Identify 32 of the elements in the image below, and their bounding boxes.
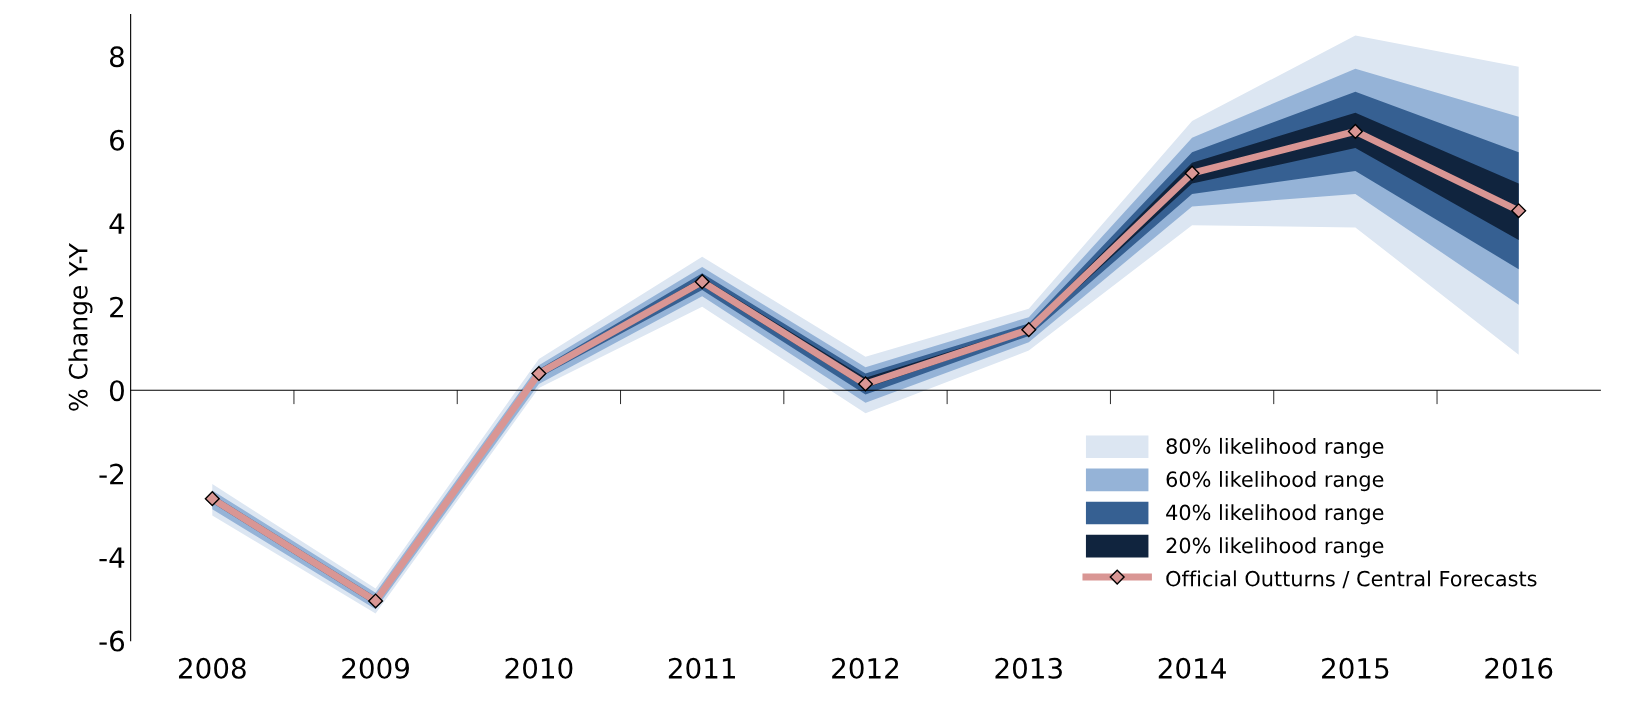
legend-label: 80% likelihood range (1166, 437, 1384, 459)
y-axis-title: % Change Y-Y (68, 243, 93, 411)
x-tick-label: 2014 (1158, 657, 1226, 679)
y-tick-label: 8 (109, 46, 124, 68)
point (694, 274, 710, 290)
y-tick-label: 2 (110, 296, 123, 318)
x-tick-label: 2008 (178, 657, 246, 679)
point (204, 491, 220, 507)
y-tick-label: -2 (99, 463, 123, 485)
point (368, 593, 384, 609)
x-tick-label: 2015 (1322, 657, 1389, 679)
x-tick-label: 2012 (832, 657, 899, 679)
point (1021, 322, 1037, 338)
point (1347, 123, 1363, 139)
y-tick-label: 0 (109, 380, 124, 402)
x-tick-label: 2013 (995, 657, 1062, 679)
y-tick-label: -6 (99, 630, 125, 652)
y-tick-label: -4 (99, 547, 125, 568)
legend-label: 20% likelihood range (1166, 537, 1384, 558)
y-tick-label: 4 (109, 213, 125, 234)
point (857, 376, 874, 392)
point (1184, 165, 1200, 181)
legend-label: 40% likelihood range (1166, 504, 1384, 525)
x-tick-label: 2016 (1485, 657, 1553, 679)
x-tick-label: 2010 (505, 657, 573, 679)
point (1511, 203, 1527, 219)
x-tick-label: 2011 (668, 657, 735, 679)
x-tick-label: 2009 (342, 657, 409, 679)
legend-label: 60% likelihood range (1166, 471, 1384, 492)
legend-label: Official Outturns / Central Forecasts (1166, 570, 1537, 589)
y-tick-label: 6 (110, 129, 125, 151)
point (531, 365, 547, 382)
